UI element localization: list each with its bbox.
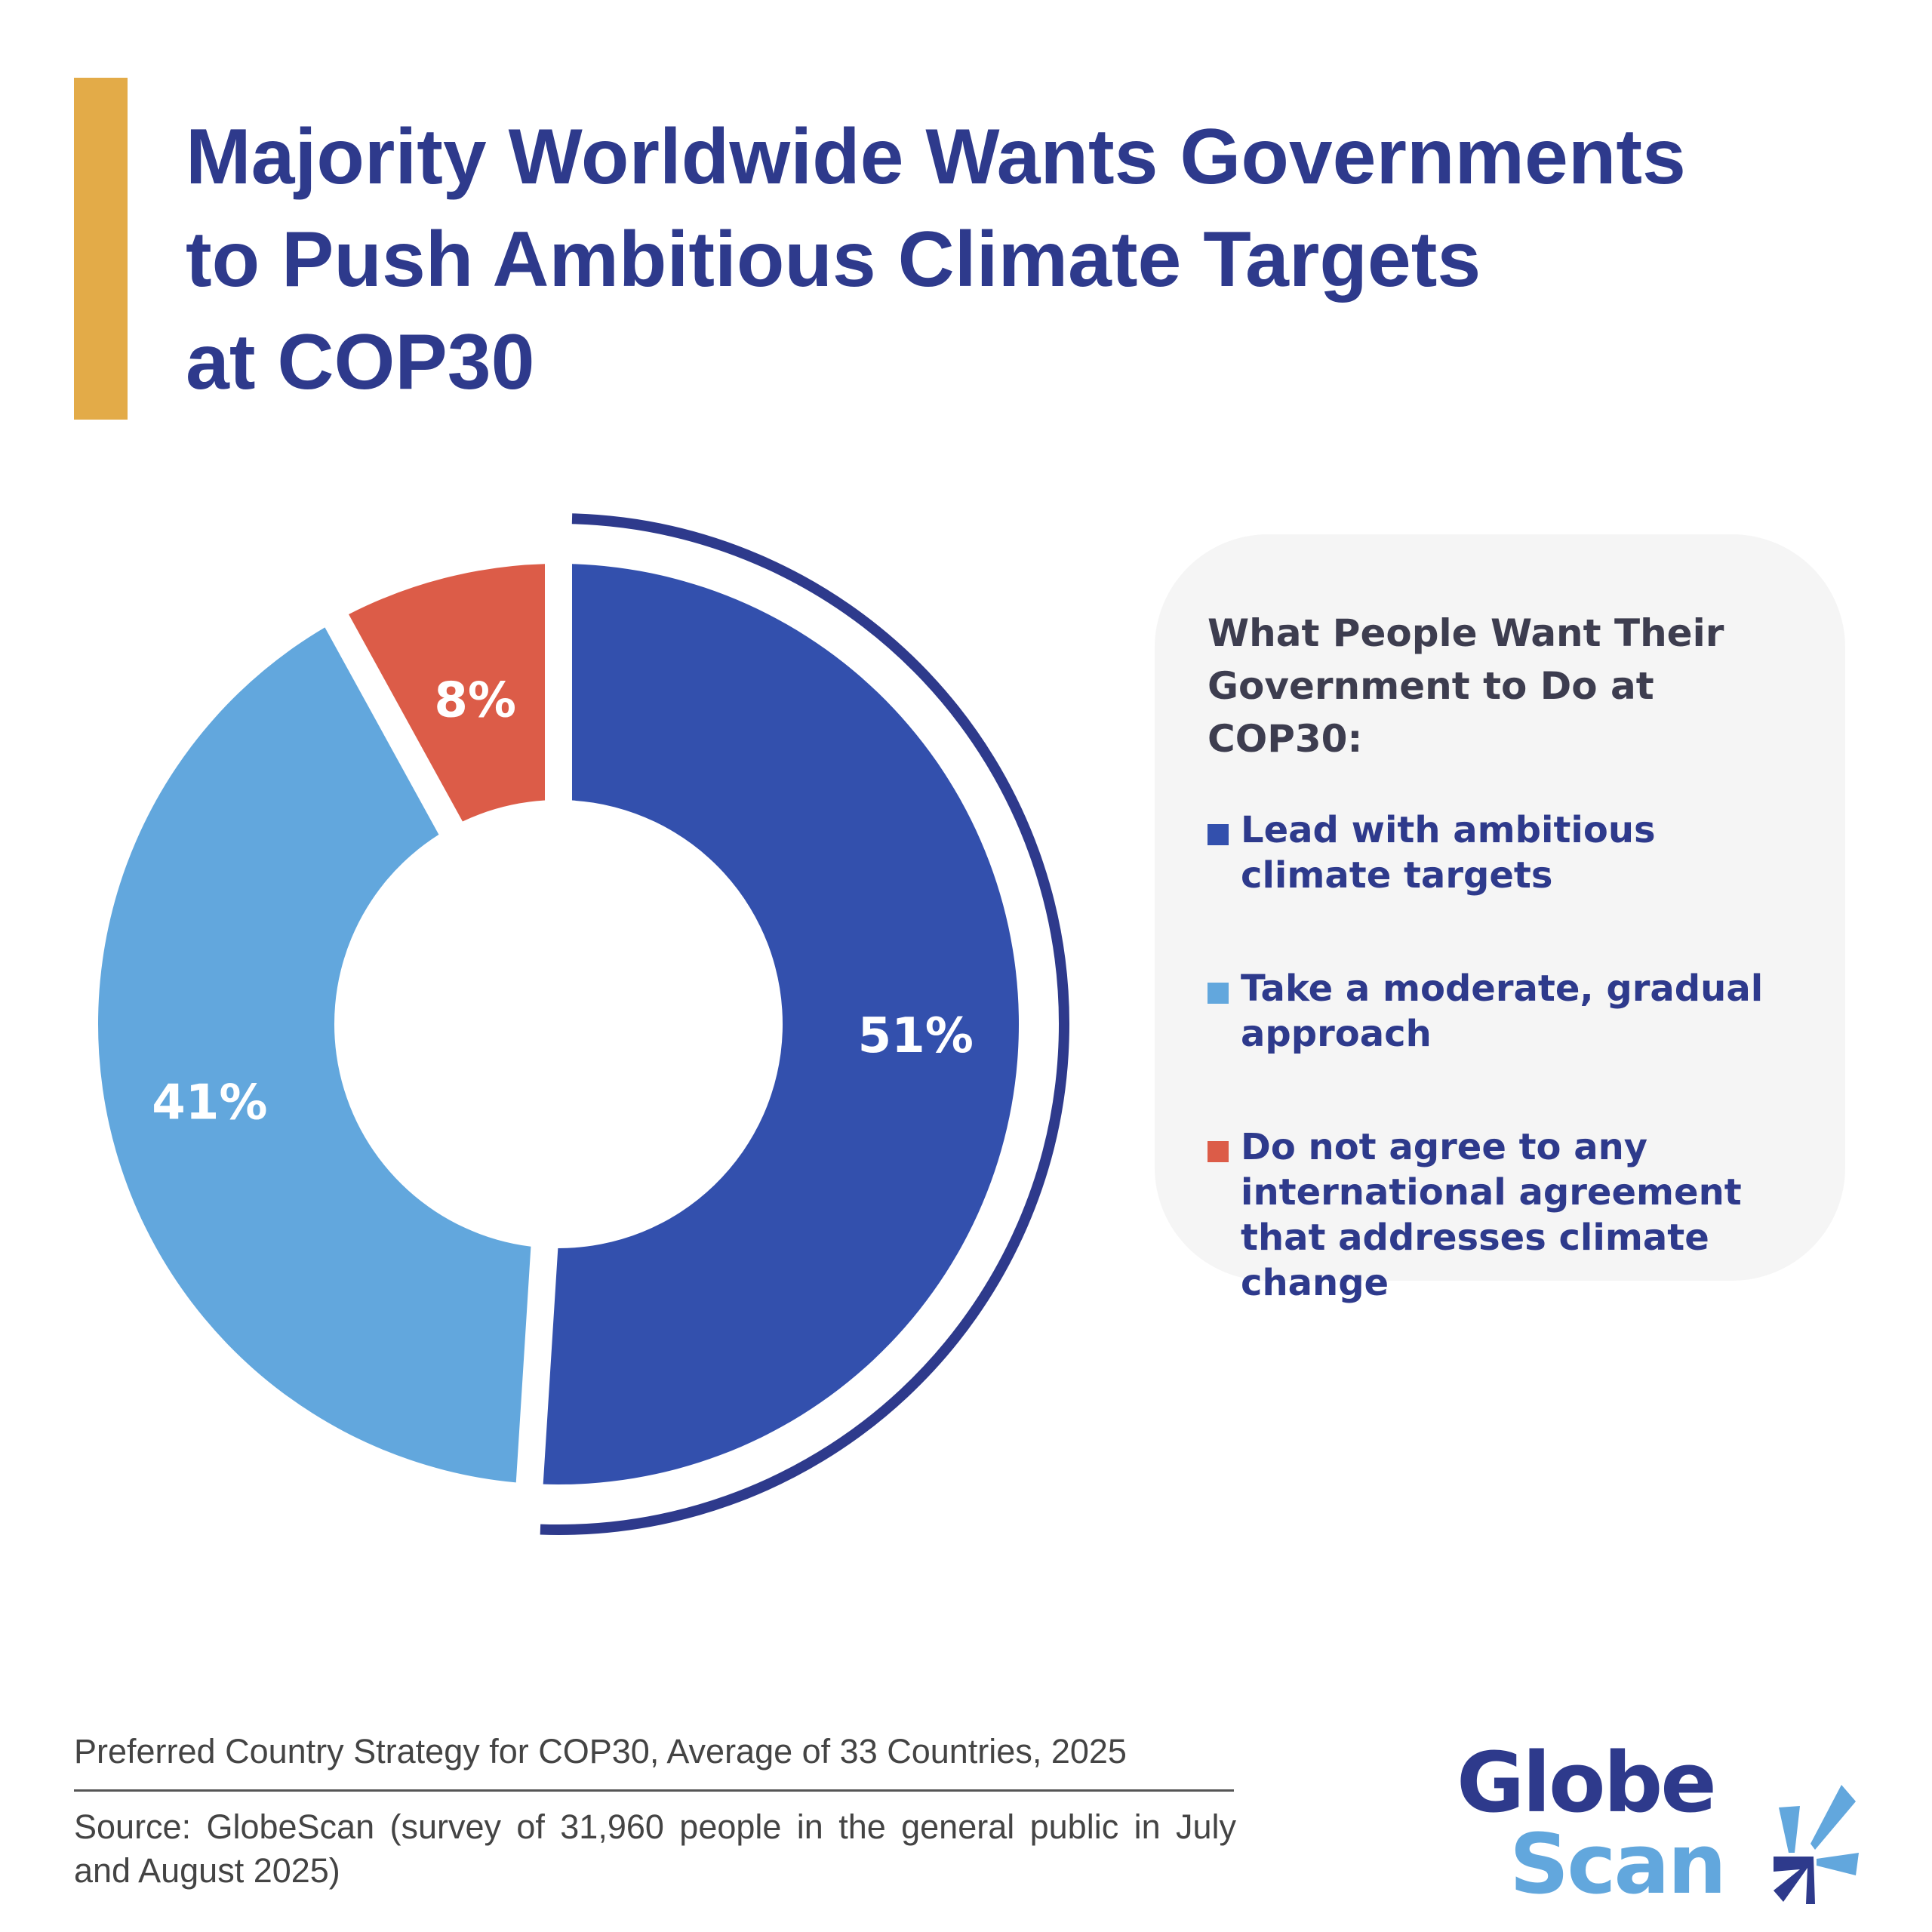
- logo-text-scan: Scan: [1509, 1816, 1727, 1912]
- donut-slice: [97, 627, 531, 1483]
- donut-slice: [543, 564, 1020, 1485]
- legend-label: Do not agree to any international agreem…: [1241, 1126, 1742, 1304]
- donut-chart: 51% 41% 8%: [97, 513, 1069, 1535]
- highlight-arc: [540, 513, 1069, 1535]
- chart-caption: Preferred Country Strategy for COP30, Av…: [74, 1732, 1127, 1770]
- donut-slice: [349, 564, 546, 822]
- logo-text-globe: Globe: [1457, 1734, 1717, 1831]
- legend-label: Lead with ambitious climate targets: [1241, 809, 1656, 897]
- title-line: at COP30: [186, 318, 535, 406]
- slice-label: 8%: [434, 672, 516, 728]
- slice-label: 51%: [858, 1008, 974, 1064]
- page-title: Majority Worldwide Wants Governments to …: [186, 106, 1906, 414]
- divider: [74, 1789, 1234, 1792]
- slice-label: 41%: [152, 1075, 267, 1131]
- legend: What People Want Their Government to Do …: [1155, 534, 1845, 1304]
- legend-item-moderate: Take a moderate, gradual approach: [1208, 966, 1815, 1057]
- logo-burst-icon: [1774, 1785, 1859, 1904]
- legend-swatch: [1208, 1141, 1229, 1162]
- legend-item-lead: Lead with ambitious climate targets: [1208, 808, 1815, 898]
- legend-swatch: [1208, 824, 1229, 845]
- legend-label: Take a moderate, gradual approach: [1241, 968, 1764, 1055]
- title-accent-bar: [74, 78, 128, 420]
- title-line: Majority Worldwide Wants Governments: [186, 113, 1686, 201]
- legend-swatch: [1208, 983, 1229, 1004]
- title-line: to Push Ambitious Climate Targets: [186, 216, 1481, 303]
- legend-title: What People Want Their Government to Do …: [1208, 611, 1724, 761]
- legend-item-no-agreement: Do not agree to any international agreem…: [1208, 1124, 1815, 1306]
- globescan-logo: Globe Scan: [1457, 1734, 1909, 1912]
- source-note: Source: GlobeScan (survey of 31,960 peop…: [74, 1807, 1236, 1890]
